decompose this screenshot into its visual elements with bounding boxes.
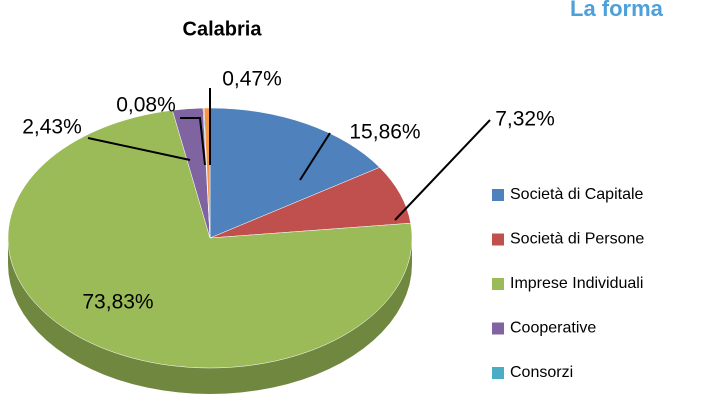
legend-label: Società di Persone (510, 231, 644, 248)
data-label: 73,83% (82, 291, 153, 314)
leader-line (87, 137, 191, 161)
legend-label: Consorzi (510, 364, 573, 381)
leader-line (299, 132, 331, 181)
data-label: 2,43% (22, 116, 82, 139)
legend-swatch (492, 189, 504, 201)
legend-label: Cooperative (510, 320, 596, 337)
heading: La forma (570, 0, 664, 21)
legend-swatch (492, 233, 504, 246)
slice (209, 107, 381, 239)
data-label: 0,08% (116, 94, 176, 117)
leader-line (394, 119, 491, 221)
chart-title: Calabria (183, 18, 263, 40)
legend-swatch (492, 367, 504, 379)
data-label: 0,47% (222, 68, 282, 91)
slice-side (8, 238, 412, 394)
data-label: 15,86% (349, 121, 420, 144)
legend-swatch (492, 278, 504, 290)
slice (7, 109, 413, 369)
data-label: 7,32% (495, 108, 555, 131)
leader-line (180, 117, 206, 166)
legend-label: Società di Capitale (510, 186, 644, 203)
legend-label: Imprese Individuali (510, 275, 643, 292)
legend-swatch (492, 322, 504, 335)
